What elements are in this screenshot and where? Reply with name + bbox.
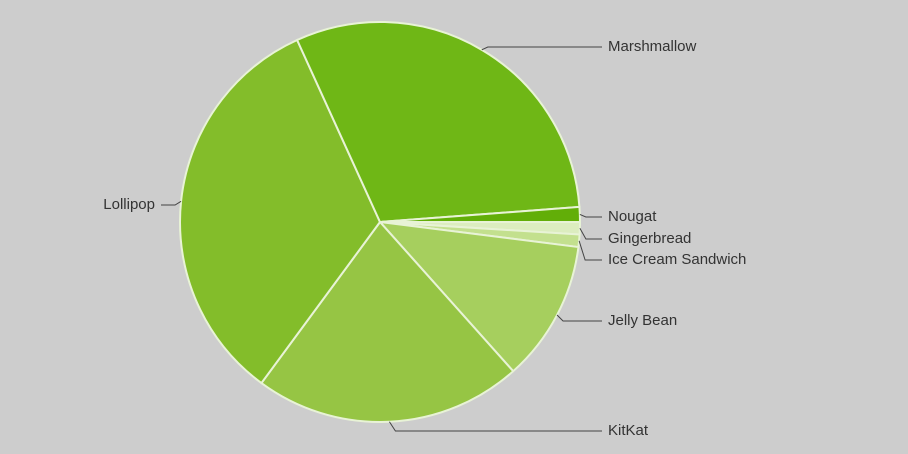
leader-line (579, 228, 602, 240)
slice-label: Marshmallow (608, 38, 697, 55)
slice-label: Lollipop (103, 196, 155, 213)
slice-label: KitKat (608, 422, 649, 439)
leader-line (579, 214, 602, 218)
pie-slice (377, 220, 580, 373)
pie-slice (260, 220, 515, 423)
slice-label: Gingerbread (608, 230, 691, 247)
leader-line (389, 421, 602, 432)
slice-label: Ice Cream Sandwich (608, 251, 746, 268)
slice-label: Jelly Bean (608, 312, 677, 329)
leader-line (161, 200, 182, 206)
slice-label: Nougat (608, 208, 657, 225)
pie-slice (295, 21, 581, 224)
leader-line (556, 314, 602, 322)
leader-line (481, 46, 602, 51)
leader-line (578, 240, 602, 261)
